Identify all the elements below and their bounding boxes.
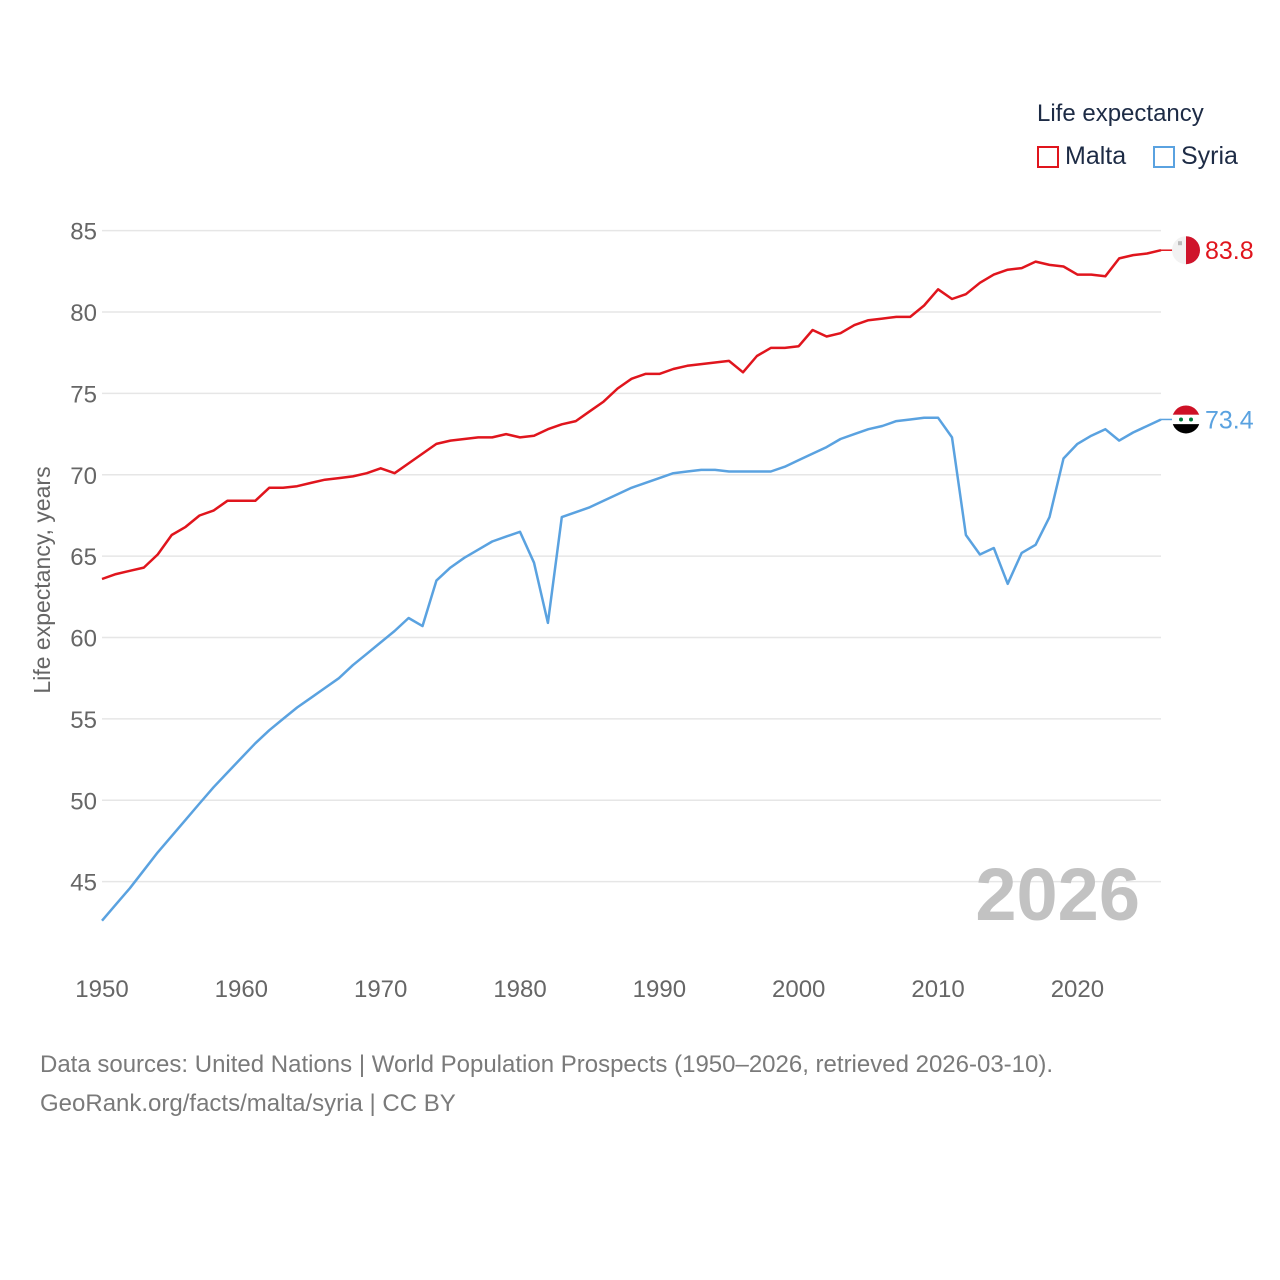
x-tick-label: 1990 [633,976,686,1003]
source-line-2[interactable]: GeoRank.org/facts/malta/syria | CC BY [40,1090,456,1117]
series-lines [101,248,1162,922]
y-tick-label: 75 [70,381,97,408]
legend-label-malta: Malta [1065,142,1127,170]
x-tick-label: 2010 [911,976,964,1003]
y-tick-label: 65 [70,544,97,571]
source-note: Data sources: United Nations | World Pop… [40,1045,1053,1123]
x-tick-label: 2000 [772,976,825,1003]
y-tick-label: 70 [70,463,97,490]
y-tick-label: 45 [70,870,97,897]
x-tick-label: 2020 [1051,976,1104,1003]
y-axis-ticks: 45 50 55 60 65 70 75 80 85 [70,219,97,897]
year-watermark: 2026 [975,853,1140,936]
y-tick-label: 80 [70,300,97,327]
legend-title: Life expectancy [1037,100,1204,127]
x-tick-label: 1980 [493,976,546,1003]
x-tick-label: 1970 [354,976,407,1003]
y-tick-label: 60 [70,626,97,653]
y-tick-label: 55 [70,707,97,734]
legend-swatch-syria [1153,145,1175,168]
legend-swatch-malta [1037,145,1059,168]
source-line-1: Data sources: United Nations | World Pop… [40,1051,1054,1078]
x-tick-label: 1960 [215,976,268,1003]
end-value-label-malta: 83.8 [1205,237,1254,265]
y-tick-label: 50 [70,788,97,815]
malta-flag-icon [1172,236,1200,265]
legend-item-syria[interactable]: Syria [1153,142,1238,171]
series-line-malta[interactable] [101,248,1162,581]
gridlines [102,229,1161,883]
y-axis-label: Life expectancy, years [29,466,55,693]
legend-label-syria: Syria [1181,142,1238,170]
series-end-markers: 83.8 73.4 [1161,236,1254,434]
legend-item-malta[interactable]: Malta [1037,142,1126,171]
end-value-label-syria: 73.4 [1205,406,1254,434]
x-axis-ticks: 1950 1960 1970 1980 1990 2000 2010 2020 [75,976,1104,1003]
series-line-syria[interactable] [101,416,1162,922]
y-tick-label: 85 [70,219,97,246]
syria-flag-icon [1172,405,1200,434]
x-tick-label: 1950 [75,976,128,1003]
